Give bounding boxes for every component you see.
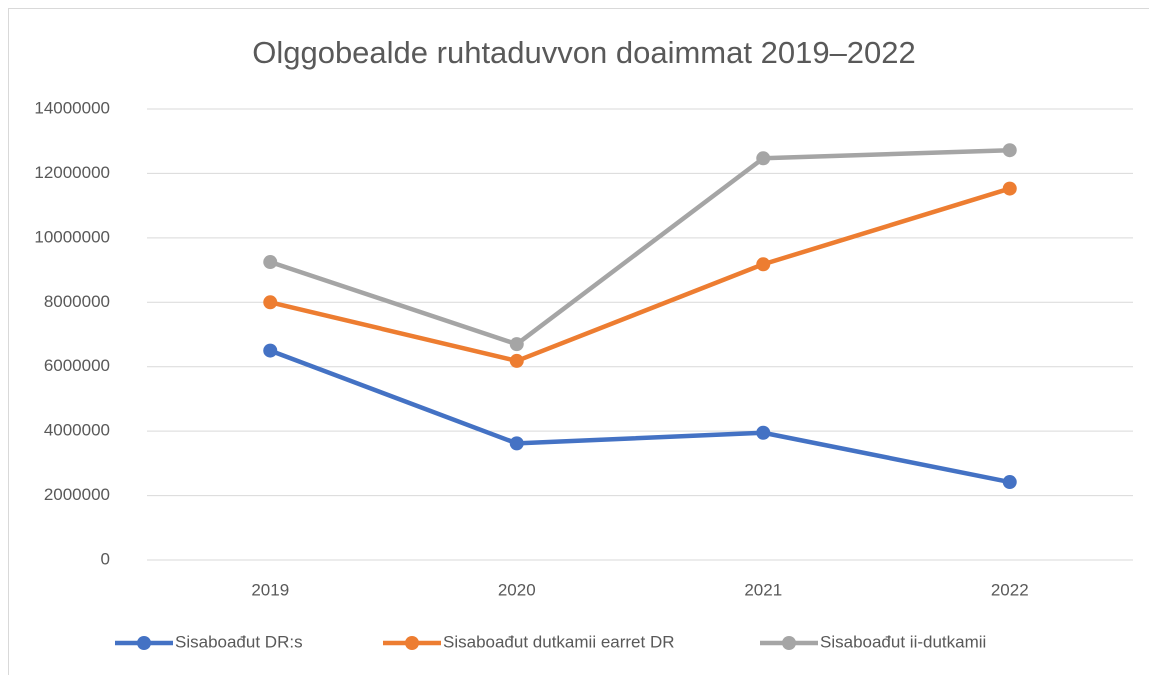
data-point xyxy=(263,295,278,310)
data-point xyxy=(1002,181,1017,196)
data-point xyxy=(756,151,771,166)
data-point xyxy=(509,353,524,368)
y-tick-label: 12000000 xyxy=(34,163,110,182)
x-tick-label: 2021 xyxy=(744,580,782,599)
x-tick-label: 2022 xyxy=(991,580,1029,599)
series-line xyxy=(269,147,1010,347)
x-tick-label: 2019 xyxy=(251,580,289,599)
data-point xyxy=(509,337,524,352)
legend-marker xyxy=(405,636,419,650)
y-tick-label: 4000000 xyxy=(44,421,110,440)
data-point xyxy=(756,425,771,440)
legend-marker xyxy=(137,636,151,650)
data-point xyxy=(1002,475,1017,490)
series-line xyxy=(269,348,1011,485)
y-tick-label: 14000000 xyxy=(34,98,110,117)
data-point xyxy=(756,257,771,272)
y-tick-label: 2000000 xyxy=(44,485,110,504)
chart-border xyxy=(8,8,1149,675)
legend-label: Sisaboađut ii-dutkamii xyxy=(820,632,986,651)
legend-label: Sisaboađut dutkamii earret DR xyxy=(443,632,675,651)
y-tick-label: 6000000 xyxy=(44,356,110,375)
y-tick-label: 8000000 xyxy=(44,292,110,311)
data-point xyxy=(263,255,278,270)
data-point xyxy=(263,343,278,358)
y-tick-label: 10000000 xyxy=(34,227,110,246)
legend-label: Sisaboađut DR:s xyxy=(175,632,303,651)
series-line xyxy=(269,186,1011,364)
y-tick-label: 0 xyxy=(101,549,110,568)
legend-marker xyxy=(782,636,796,650)
chart-title: Olggobealde ruhtaduvvon doaimmat 2019–20… xyxy=(252,35,916,70)
data-point xyxy=(509,436,524,451)
data-point xyxy=(1002,143,1017,158)
x-tick-label: 2020 xyxy=(498,580,536,599)
